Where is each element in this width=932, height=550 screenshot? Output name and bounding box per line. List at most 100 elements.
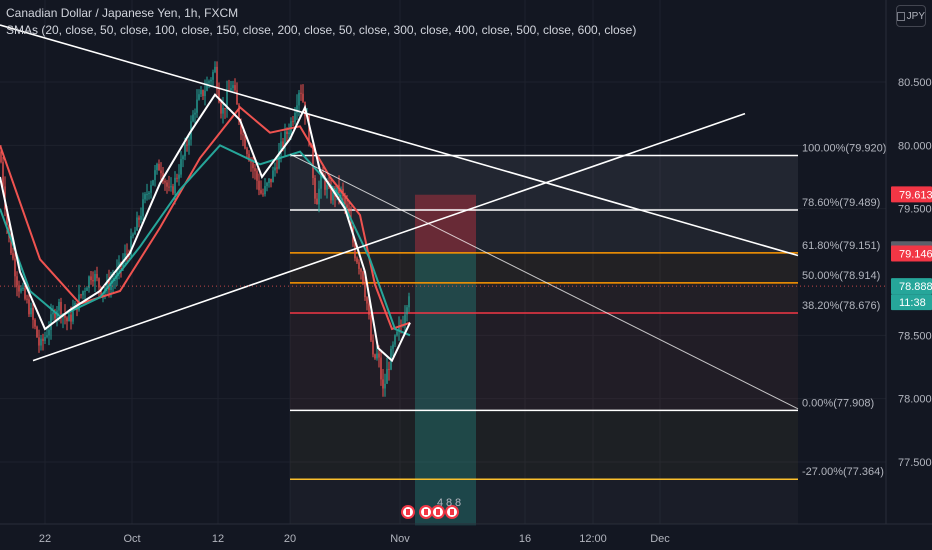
time-tick-label: 16 [519, 533, 531, 545]
candle-body [358, 262, 360, 269]
canada-flag-icon [406, 509, 410, 515]
candle-body [158, 163, 160, 171]
candle-body [98, 278, 100, 288]
candle-body [46, 335, 48, 337]
candle-body [70, 314, 72, 322]
candle-body [110, 282, 112, 290]
candle-body [6, 209, 8, 226]
candle-body [220, 102, 222, 114]
candle-body [96, 274, 98, 279]
candle-body [292, 121, 294, 123]
descending-trendline[interactable] [0, 24, 799, 257]
lock-icon [897, 11, 905, 21]
candle-body [184, 144, 186, 157]
candle-body [274, 167, 276, 171]
price-tick-label: 78.000 [898, 394, 932, 406]
fib-level-label: 50.00%(78.914) [802, 270, 880, 282]
fibonacci-retracement[interactable]: 100.00%(79.920) 78.60%(79.489) 61.80%(79.1… [290, 142, 886, 480]
fib-level-label: 38.20%(78.676) [802, 300, 880, 312]
candle-body [202, 90, 204, 97]
candle-body [280, 141, 282, 152]
candle-body [272, 170, 274, 183]
time-tick-label: 12:00 [579, 533, 607, 545]
candle-body [2, 162, 4, 187]
candle-body [364, 283, 366, 298]
candle-body [164, 180, 166, 183]
candle-body [350, 217, 352, 227]
candle-body [88, 276, 90, 289]
candle-body [180, 159, 182, 175]
candle-body [224, 107, 226, 110]
candle-body [0, 151, 2, 163]
candle-body [356, 258, 358, 263]
thin-diagonal[interactable] [289, 153, 799, 410]
candle-body [100, 287, 102, 296]
candle-body [54, 312, 56, 319]
candle-body [160, 170, 162, 174]
candle-body [186, 144, 188, 146]
currency-badge[interactable]: JPY [896, 5, 926, 27]
candle-body [256, 171, 258, 181]
trendlines[interactable] [0, 24, 799, 410]
candle-body [48, 329, 50, 336]
candle-body [210, 79, 212, 82]
candle-body [372, 340, 374, 355]
candle-body [282, 141, 284, 147]
time-axis[interactable]: 22 Oct 12 20 Nov 16 12:00 Dec [0, 523, 932, 545]
candle-body [240, 121, 242, 135]
candle-body [378, 353, 380, 358]
candle-body [336, 184, 338, 197]
candle-body [214, 66, 216, 73]
candle-body [84, 290, 86, 292]
candle-body [138, 217, 140, 220]
candle-body [194, 112, 196, 115]
candle-body [152, 180, 154, 186]
time-tick-label: Oct [123, 533, 140, 545]
price-label-value: 79.146 [899, 249, 932, 261]
candle-body [290, 121, 292, 133]
candle-body [146, 194, 148, 196]
candle-body [140, 215, 142, 220]
candle-body [90, 276, 92, 281]
candle-body [248, 153, 250, 161]
candle-body [250, 160, 252, 163]
candle-body [68, 314, 70, 322]
candle-body [66, 317, 68, 322]
candle-body [114, 279, 116, 281]
candle-body [60, 301, 62, 317]
fib-zone [290, 479, 798, 524]
candle-body [30, 307, 32, 315]
price-label-box [891, 186, 932, 203]
candle-body [332, 189, 334, 201]
candle-body [396, 331, 398, 336]
stop-loss-zone[interactable] [415, 194, 476, 253]
candle-body [154, 170, 156, 181]
candle-body [316, 198, 318, 205]
event-count-label: 8 [446, 497, 452, 509]
candle-body [308, 115, 310, 144]
candle-body [126, 253, 128, 255]
ascending-trendline[interactable] [32, 112, 746, 362]
candle-body [86, 288, 88, 291]
candle-body [388, 368, 390, 370]
take-profit-zone[interactable] [415, 253, 476, 526]
sma-slow-line [0, 105, 411, 331]
candle-body [398, 325, 400, 332]
candle-body [318, 188, 320, 205]
candle-body [242, 134, 244, 136]
fib-zone [290, 313, 798, 411]
canada-flag-icon [436, 509, 440, 515]
candle-body [176, 177, 178, 179]
indicator-legend[interactable]: SMAs (20, close, 50, close, 100, close, … [6, 23, 637, 37]
candle-body [150, 185, 152, 193]
candle-body [92, 280, 94, 282]
symbol-title[interactable]: Canadian Dollar / Japanese Yen, 1h, FXCM [6, 6, 239, 20]
candle-body [124, 253, 126, 261]
candle-body [394, 335, 396, 345]
price-axis[interactable]: 80.500 80.000 79.500 78.500 78.000 77.500 [885, 0, 932, 524]
candle-body [288, 132, 290, 134]
candle-body [284, 131, 286, 147]
candle-body [286, 131, 288, 134]
